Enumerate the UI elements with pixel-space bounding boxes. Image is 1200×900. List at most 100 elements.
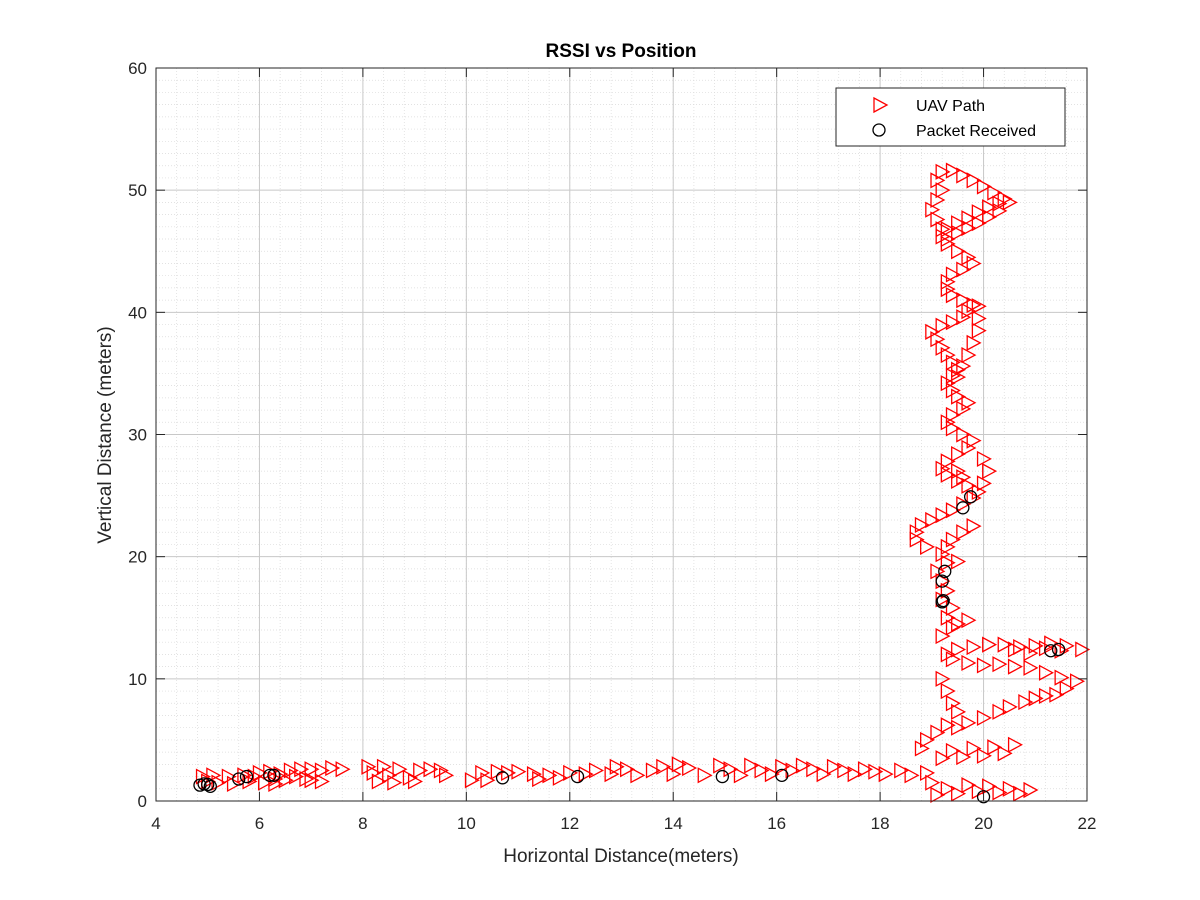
uav-path-point	[992, 784, 1008, 801]
uav-path-point	[945, 287, 961, 304]
legend-entry-uav-path: UAV Path	[873, 96, 985, 115]
uav-path-point	[392, 761, 408, 778]
uav-path-point	[904, 767, 920, 784]
packet-received-point	[936, 593, 950, 608]
uav-path-point	[744, 757, 760, 774]
uav-path-point	[940, 347, 956, 364]
uav-path-point	[987, 184, 1003, 201]
uav-path-point	[976, 450, 992, 468]
packet-received-point	[938, 564, 952, 578]
uav-path-point	[997, 636, 1013, 653]
y-tick-label: 40	[128, 303, 147, 322]
uav-path-point	[966, 432, 982, 449]
uav-path-point	[982, 208, 998, 226]
packet-received-point	[775, 768, 789, 782]
uav-path-point	[464, 772, 480, 789]
uav-path-point	[971, 310, 987, 327]
uav-path-point	[930, 172, 946, 189]
uav-path-point	[206, 767, 222, 784]
uav-path-point	[976, 709, 992, 727]
uav-path-point	[604, 766, 620, 783]
uav-path-point	[956, 309, 972, 326]
uav-path-point	[438, 767, 455, 784]
uav-path-point	[951, 719, 967, 736]
legend-triangle-marker	[873, 96, 889, 114]
uav-path-point	[951, 445, 967, 463]
uav-path-point	[1070, 673, 1086, 690]
x-tick-label: 20	[974, 814, 993, 833]
uav-path-point	[1018, 693, 1034, 711]
uav-path-point	[966, 638, 982, 656]
uav-path-point	[211, 774, 227, 791]
uav-path-point	[940, 221, 956, 238]
uav-path-point	[366, 764, 382, 781]
uav-path-point	[542, 767, 558, 784]
legend-label-packet-received: Packet Received	[916, 123, 1036, 140]
uav-path-point	[945, 531, 961, 548]
x-tick-label: 16	[767, 814, 786, 833]
uav-path-point	[868, 763, 884, 780]
uav-path-point	[961, 219, 977, 237]
uav-path-point	[925, 323, 941, 340]
packet-received-point	[570, 769, 585, 784]
y-tick-label: 0	[138, 792, 147, 811]
uav-path-point	[221, 768, 237, 785]
uav-path-point	[930, 211, 946, 228]
uav-path-point	[914, 516, 930, 533]
uav-path-point	[945, 354, 961, 371]
uav-path-point	[826, 758, 842, 775]
uav-path-point	[1038, 640, 1054, 657]
uav-path-point	[961, 249, 977, 266]
packet-received-point	[267, 768, 281, 782]
uav-path-point	[361, 758, 377, 775]
uav-path-point	[935, 670, 951, 687]
x-tick-label: 14	[664, 814, 683, 833]
uav-path-point	[956, 748, 972, 766]
uav-path-point	[935, 546, 951, 563]
uav-path-point	[930, 563, 946, 580]
uav-path-point	[945, 742, 961, 759]
y-tick-labels: 0 10 20 30 40 50 60	[128, 59, 147, 811]
uav-path-point	[914, 740, 930, 757]
uav-path-point	[764, 766, 780, 783]
uav-path-point	[475, 764, 491, 781]
uav-path-point	[951, 703, 967, 720]
uav-path-point	[976, 747, 992, 764]
uav-path-point	[945, 367, 961, 384]
uav-path-point	[966, 334, 982, 351]
uav-path-point	[961, 439, 977, 457]
uav-path-point	[1007, 658, 1023, 675]
uav-path-point	[951, 388, 967, 405]
x-axis-label: Horizontal Distance(meters)	[503, 846, 738, 867]
ticks	[155, 67, 1088, 802]
uav-path-point	[997, 745, 1013, 762]
uav-path-point	[951, 368, 967, 386]
uav-path-point	[976, 657, 992, 674]
uav-path-point	[847, 766, 863, 783]
uav-path-point	[992, 703, 1008, 720]
uav-path-point	[723, 761, 739, 778]
uav-path-point	[247, 768, 263, 785]
uav-path-point	[402, 769, 418, 786]
uav-path-point	[940, 230, 956, 248]
uav-path-point	[563, 764, 579, 781]
uav-path-point	[526, 766, 542, 783]
uav-path-point	[971, 322, 987, 339]
uav-path-point	[1023, 781, 1039, 799]
uav-path-point	[413, 762, 429, 779]
uav-path-point	[966, 255, 982, 272]
uav-path-point	[754, 762, 770, 779]
packet-received-point	[715, 769, 730, 784]
uav-path-point	[951, 463, 967, 480]
uav-path-point	[713, 757, 729, 774]
uav-path-point	[806, 761, 822, 778]
y-axis-label: Vertical Distance (meters)	[95, 326, 116, 544]
uav-path-point	[935, 627, 951, 645]
uav-path-point	[940, 646, 956, 663]
uav-path-point	[387, 774, 403, 791]
uav-path-point	[982, 463, 998, 480]
uav-path-point	[940, 717, 956, 734]
uav-path-point	[376, 758, 392, 775]
packet-received-point	[935, 574, 949, 588]
